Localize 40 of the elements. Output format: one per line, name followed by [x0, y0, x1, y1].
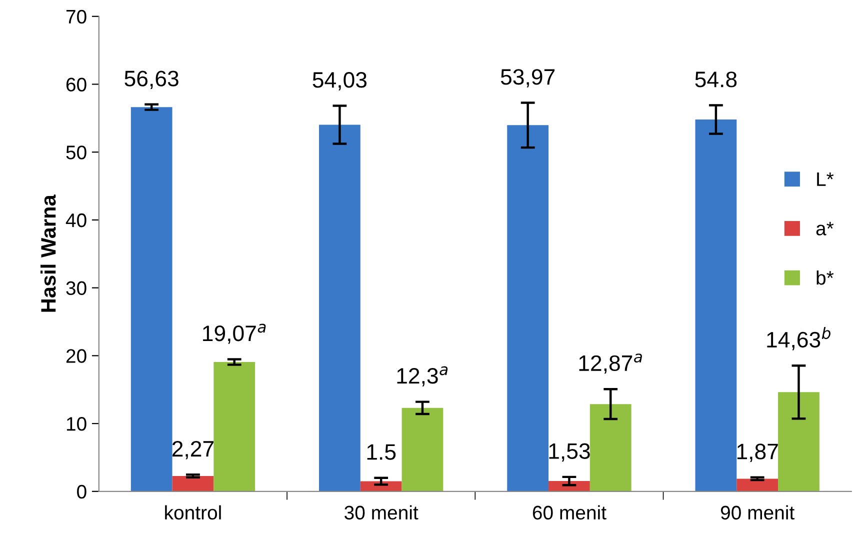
y-tick-label: 70: [66, 10, 86, 24]
data-label: 1,87: [737, 444, 778, 462]
data-label: 12,3$^{a}$: [397, 366, 448, 386]
bar: [172, 476, 214, 492]
x-tick-label: 60 menit: [532, 505, 606, 520]
y-tick-label: 30: [66, 281, 86, 296]
y-tick-label: 20: [66, 349, 86, 363]
bar: [548, 481, 590, 492]
y-tick-label: 40: [66, 213, 86, 228]
y-tick-label: 10: [66, 417, 86, 431]
legend-label: a*: [816, 222, 834, 236]
data-label: 56,63: [124, 70, 178, 90]
data-label: 12,87$^{a}$: [579, 354, 642, 374]
bar: [778, 392, 820, 492]
bar: [319, 124, 360, 492]
x-tick-label: 90 menit: [720, 505, 794, 520]
bar: [507, 125, 549, 492]
legend-label: b*: [816, 270, 834, 285]
data-label: 54,03: [312, 72, 367, 90]
data-label: 2,27: [172, 440, 214, 460]
data-label: 54.8: [695, 72, 737, 88]
x-tick-label: kontrol: [165, 505, 221, 520]
data-label: 1,53: [549, 443, 590, 462]
data-label: 1.5: [367, 444, 396, 460]
bar: [402, 408, 444, 492]
legend-label: L*: [817, 172, 834, 186]
x-tick-label: 30 menit: [344, 505, 418, 520]
y-tick-label: 60: [66, 78, 86, 92]
bar: [360, 481, 402, 492]
data-label: 53,97: [500, 69, 555, 88]
y-axis-title: Hasil Warna: [40, 194, 56, 312]
bar: [695, 120, 737, 492]
y-tick-label: 0: [77, 484, 86, 499]
bar: [214, 362, 256, 492]
data-label: 19,07$^{a}$: [203, 324, 266, 344]
data-label: 14,63$^{b}$: [767, 327, 830, 350]
bar: [130, 107, 172, 492]
bar: [590, 404, 632, 492]
y-tick-label: 50: [66, 146, 86, 160]
bar: [736, 478, 778, 492]
